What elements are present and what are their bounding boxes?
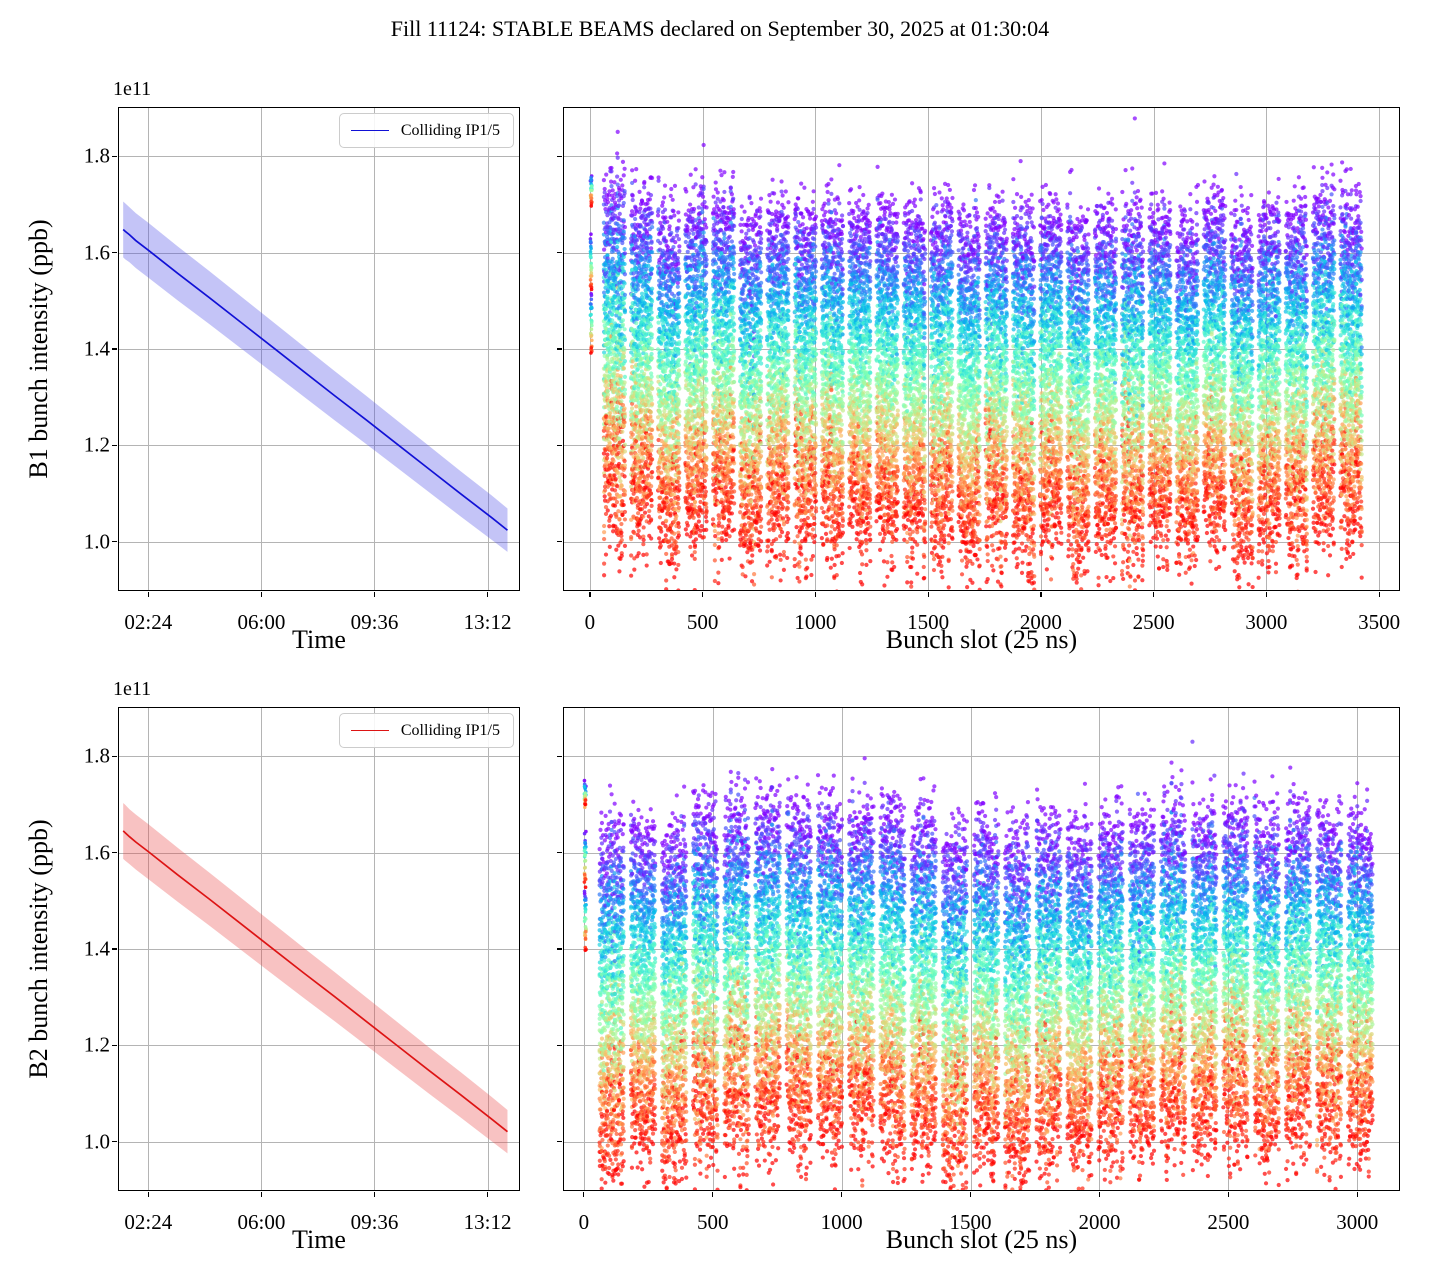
panel-b2-intensity-vs-time: 1e11 B2 bunch intensity (ppb) Time Colli…	[24, 678, 520, 1254]
panel-b1-intensity-vs-time: 1e11 B1 bunch intensity (ppb) Time Colli…	[24, 78, 520, 654]
x-tick-label: 2000	[1019, 610, 1062, 634]
x-tick-mark	[1153, 591, 1155, 597]
x-tick-label: 09:36	[350, 610, 399, 634]
y-tick-label: 1.4	[83, 936, 110, 961]
x-tick-mark	[147, 591, 149, 597]
x-tick-mark	[969, 1191, 972, 1197]
x-tick-label: 1000	[820, 1210, 863, 1234]
x-tick-mark	[702, 591, 704, 597]
y-tick-mark	[557, 251, 563, 254]
y-tick-label: 1.2	[83, 432, 110, 457]
x-tick-mark	[712, 1191, 714, 1197]
x-tick-label: 2500	[1132, 610, 1175, 634]
x-tick-label: 500	[696, 1210, 729, 1234]
x-tick-mark	[486, 591, 489, 597]
y-tick-mark	[112, 1044, 118, 1047]
x-tick-mark	[1356, 1191, 1358, 1197]
x-tick-label: 0	[578, 1210, 590, 1234]
x-tick-label: 02:24	[124, 610, 173, 634]
x-axis-label: Bunch slot (25 ns)	[885, 625, 1078, 654]
y-tick-label: 1.0	[83, 1129, 110, 1154]
x-tick-mark	[373, 591, 376, 597]
x-tick-label: 3500	[1358, 610, 1401, 634]
b1-time-plot-canvas	[119, 108, 519, 590]
x-tick-label: 3000	[1336, 1210, 1379, 1234]
y-tick-mark	[112, 755, 118, 757]
y-tick-label: 1.6	[83, 240, 110, 265]
y-tick-label: 1.0	[83, 529, 110, 554]
x-tick-label: 13:12	[463, 610, 512, 634]
y-tick-mark	[112, 541, 118, 543]
x-tick-label: 1500	[949, 1210, 992, 1234]
x-tick-label: 06:00	[237, 610, 286, 634]
y-tick-mark	[557, 444, 563, 447]
y-tick-mark	[557, 755, 563, 757]
x-axis-label: Time	[292, 625, 346, 654]
y-tick-mark	[112, 851, 118, 854]
y-tick-label: 1.8	[83, 743, 110, 768]
x-tick-label: 3000	[1245, 610, 1288, 634]
x-tick-mark	[260, 591, 263, 597]
x-tick-mark	[1040, 591, 1042, 597]
figure-title: Fill 11124: STABLE BEAMS declared on Sep…	[390, 16, 1050, 41]
x-tick-label: 2500	[1207, 1210, 1250, 1234]
y-offset-label: 1e11	[113, 78, 152, 100]
legend-line-sample	[350, 730, 389, 731]
x-tick-mark	[583, 1191, 585, 1197]
y-tick-mark	[557, 348, 563, 350]
x-tick-mark	[147, 1191, 149, 1197]
b2-time-plot-canvas	[119, 708, 519, 1190]
x-tick-mark	[840, 1191, 843, 1197]
b1-bunch-slot-scatter-canvas	[564, 108, 1399, 590]
x-tick-label: 02:24	[124, 1210, 173, 1234]
x-axis-label: Time	[292, 1225, 346, 1254]
x-tick-label: 0	[584, 610, 596, 634]
x-tick-mark	[373, 1191, 376, 1197]
x-tick-label: 09:36	[350, 1210, 399, 1234]
x-tick-mark	[260, 1191, 263, 1197]
x-tick-mark	[1098, 1191, 1101, 1197]
panel-b1-intensity-vs-bunch-slot: Bunch slot (25 ns) 0 500 1000 1500 2000 2500 3…	[557, 107, 1400, 654]
y-tick-mark	[112, 251, 118, 254]
legend: Colliding IP1/5	[338, 113, 514, 148]
y-tick-label: 1.8	[83, 143, 110, 168]
x-tick-mark	[1227, 1191, 1229, 1197]
legend-line-sample	[350, 130, 389, 131]
x-tick-mark	[589, 591, 591, 597]
y-offset-label: 1e11	[113, 678, 152, 700]
b2-bunch-slot-scatter-canvas	[564, 708, 1399, 1190]
x-tick-label: 06:00	[237, 1210, 286, 1234]
x-tick-label: 13:12	[463, 1210, 512, 1234]
legend-label: Colliding IP1/5	[400, 721, 500, 739]
y-tick-mark	[112, 348, 118, 350]
x-tick-mark	[814, 591, 817, 597]
y-tick-mark	[112, 948, 118, 950]
x-tick-label: 1500	[907, 610, 950, 634]
x-tick-mark	[1378, 591, 1380, 597]
x-tick-mark	[486, 1191, 489, 1197]
y-tick-label: 1.4	[83, 336, 110, 361]
y-tick-mark	[112, 1141, 118, 1143]
y-tick-mark	[112, 444, 118, 447]
legend-label: Colliding IP1/5	[400, 121, 500, 139]
y-tick-mark	[557, 1044, 563, 1047]
y-tick-mark	[557, 1141, 563, 1143]
y-tick-label: 1.6	[83, 840, 110, 865]
panel-b2-intensity-vs-bunch-slot: Bunch slot (25 ns) 0 500 1000 1500 2000 2500 3…	[557, 707, 1400, 1254]
y-tick-mark	[112, 155, 118, 157]
x-axis-label: Bunch slot (25 ns)	[885, 1225, 1078, 1254]
x-tick-mark	[927, 591, 929, 597]
y-tick-mark	[557, 155, 563, 157]
x-tick-mark	[1265, 591, 1268, 597]
x-tick-label: 2000	[1078, 1210, 1121, 1234]
y-tick-mark	[557, 541, 563, 543]
y-tick-mark	[557, 851, 563, 854]
y-tick-mark	[557, 948, 563, 950]
y-tick-label: 1.2	[83, 1032, 110, 1057]
x-tick-label: 500	[686, 610, 719, 634]
legend: Colliding IP1/5	[338, 713, 514, 748]
x-tick-label: 1000	[794, 610, 837, 634]
